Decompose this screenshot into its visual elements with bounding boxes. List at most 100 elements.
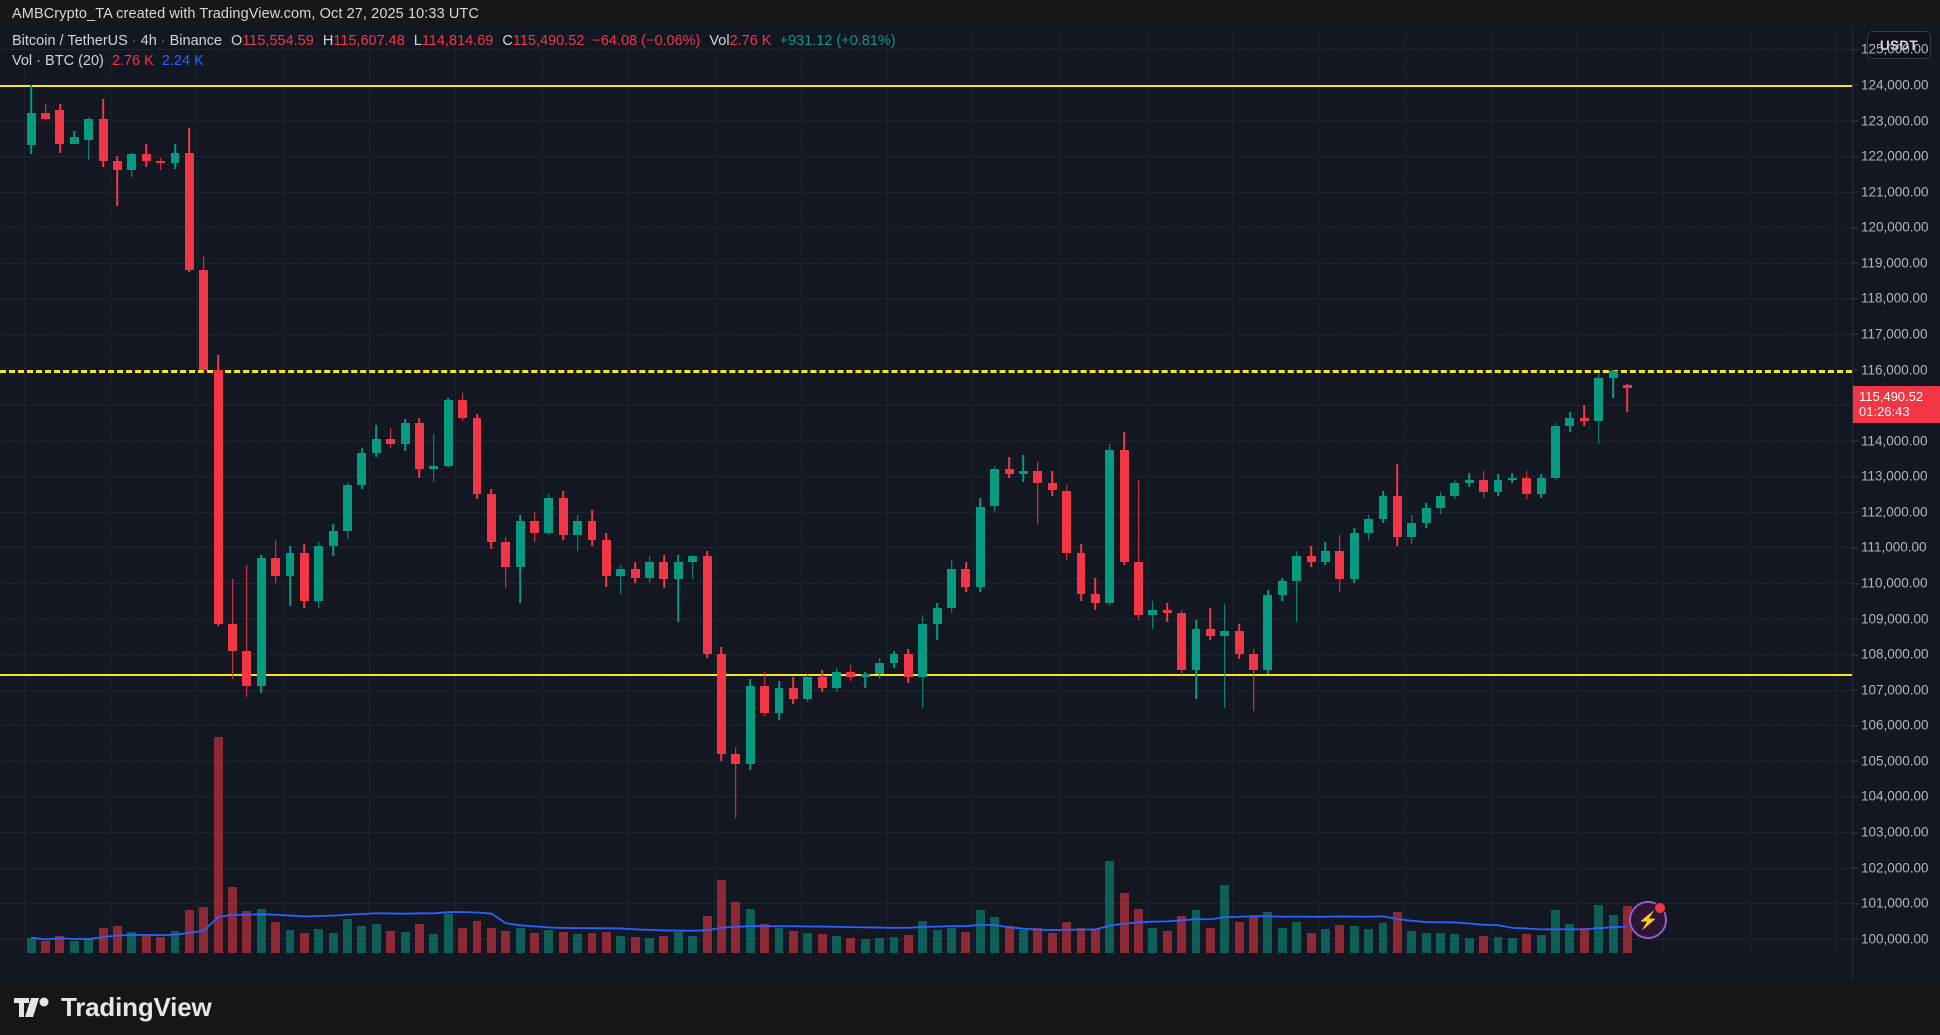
currency-chip[interactable]: USDT [1867, 31, 1931, 59]
candle-body [1623, 385, 1632, 388]
candle [932, 28, 942, 953]
volume-bar [1479, 936, 1489, 953]
volume-bar [328, 933, 338, 953]
candle [228, 28, 237, 953]
price-tick-label: 111,000.00 [1853, 539, 1927, 555]
candle-body [1335, 550, 1345, 580]
grid-line-horizontal [0, 547, 1852, 549]
candle [832, 28, 841, 953]
candle-body [947, 568, 957, 608]
notification-dot [1654, 902, 1667, 914]
grid-line-vertical [1836, 28, 1837, 953]
current-price-badge[interactable]: 115,490.52 01:26:43 [1853, 385, 1940, 423]
candle-body [228, 623, 237, 651]
candle-body [343, 485, 353, 532]
grid-line-horizontal [0, 903, 1852, 905]
grid-line-vertical [541, 28, 543, 953]
volume-bar [875, 937, 885, 953]
candle-body [443, 399, 453, 466]
volume-bar [573, 934, 583, 953]
candle [1364, 28, 1374, 953]
candle-body [745, 686, 755, 765]
volume-bar [501, 930, 511, 953]
price-axis[interactable]: USDT 125,000.00 124,000.00 123,000.00 122,0… [1852, 28, 1940, 980]
candle [1205, 28, 1215, 953]
volume-bar [616, 936, 626, 953]
candle [803, 28, 813, 953]
volume-bar [127, 931, 137, 953]
volume-bar [1436, 933, 1445, 953]
volume-bar [1105, 861, 1115, 953]
candle [846, 28, 856, 953]
candle-body [400, 422, 410, 445]
candle-body [846, 671, 856, 678]
volume-bar [788, 930, 798, 953]
volume-bar [1507, 937, 1517, 953]
candle-body [1421, 508, 1431, 523]
volume-bar [544, 930, 554, 953]
candle [458, 28, 468, 953]
candle [1579, 28, 1589, 953]
price-tick-label: 110,000.00 [1853, 575, 1928, 591]
lightning-alert-icon[interactable]: ⚡ [1629, 901, 1668, 939]
candle-wick [1008, 456, 1010, 479]
candle-wick [1295, 550, 1298, 623]
grid-line-vertical [886, 28, 888, 953]
candle-body [918, 623, 928, 678]
grid-line-vertical [1749, 28, 1751, 953]
grid-line-horizontal [0, 511, 1852, 513]
volume-bar [41, 941, 51, 953]
candle [573, 28, 583, 953]
candle-body [659, 561, 669, 580]
candle-body [1551, 426, 1561, 479]
candle-wick [1152, 600, 1154, 630]
volume-bar [1090, 929, 1100, 953]
volume-bar [1464, 937, 1474, 953]
grid-line-horizontal [0, 440, 1852, 442]
candle-body [1536, 478, 1546, 495]
volume-bar [156, 936, 166, 953]
candle [98, 28, 108, 953]
candle [788, 28, 798, 953]
candle [299, 28, 309, 953]
candle-body [69, 136, 79, 144]
candle [1004, 28, 1014, 953]
candle-body [717, 654, 726, 754]
candle [213, 28, 223, 953]
chart-frame[interactable]: ⚡ Bitcoin / TetherUS · 4h · Binance O 11… [0, 28, 1940, 980]
candle-body [1105, 449, 1115, 603]
grid-line-horizontal [0, 583, 1852, 584]
current-price-value: 115,490.52 [1859, 388, 1924, 404]
candle [1436, 28, 1445, 953]
candle [515, 28, 525, 953]
candle-body [127, 154, 137, 171]
candle [530, 28, 539, 953]
volume-bar [84, 939, 94, 953]
candle-body [788, 687, 798, 699]
candle-body [1220, 631, 1230, 637]
candle [1162, 28, 1172, 953]
candle-body [573, 520, 583, 535]
grid-line-horizontal [0, 405, 1852, 407]
price-tick-label: 105,000.00 [1853, 753, 1929, 769]
price-tick-label: 103,000.00 [1853, 824, 1929, 840]
candle-body [1062, 490, 1072, 553]
price-tick-label: 125,000.00 [1853, 41, 1929, 57]
candle [947, 28, 957, 953]
tradingview-logo[interactable]: TradingView [14, 992, 212, 1023]
price-tick-label: 107,000.00 [1853, 682, 1929, 698]
volume-bar [1019, 930, 1028, 953]
volume-bar [213, 737, 223, 953]
grid-line-vertical [24, 28, 25, 953]
candle-wick [1037, 462, 1039, 525]
candle [501, 28, 511, 953]
candle [860, 28, 870, 953]
candle-wick [1137, 479, 1140, 621]
grid-line-vertical [1232, 28, 1233, 953]
price-tick-label: 123,000.00 [1853, 113, 1929, 128]
price-pane[interactable]: ⚡ [0, 28, 1852, 953]
price-tick-label: 101,000.00 [1853, 895, 1929, 911]
candle-body [486, 494, 496, 543]
candle-body [55, 109, 65, 144]
price-tick-label: 104,000.00 [1853, 788, 1929, 804]
